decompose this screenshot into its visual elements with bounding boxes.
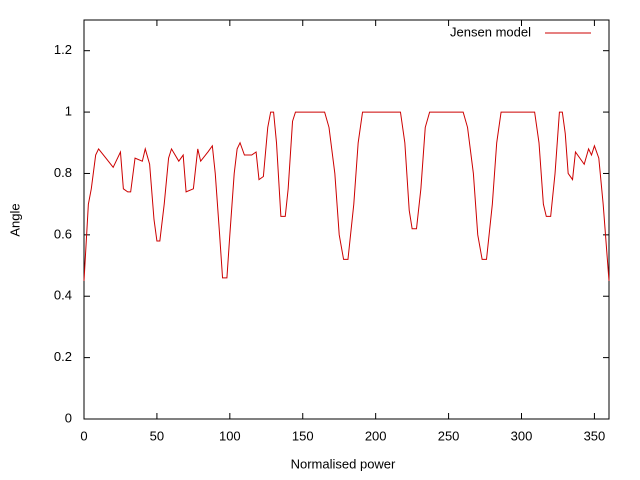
x-tick-label: 350 bbox=[584, 428, 606, 443]
y-axis-label: Angle bbox=[7, 203, 22, 236]
x-tick-label: 0 bbox=[80, 428, 87, 443]
legend-label: Jensen model bbox=[450, 24, 531, 39]
x-tick-label: 250 bbox=[438, 428, 460, 443]
y-tick-label: 1.2 bbox=[54, 42, 72, 57]
x-tick-label: 150 bbox=[292, 428, 314, 443]
x-tick-label: 300 bbox=[511, 428, 533, 443]
x-tick-label: 100 bbox=[219, 428, 241, 443]
x-axis-label: Normalised power bbox=[291, 456, 396, 471]
series-line bbox=[83, 111, 610, 281]
plot-border bbox=[83, 19, 610, 420]
y-tick-label: 0.8 bbox=[54, 165, 72, 180]
x-tick-label: 200 bbox=[365, 428, 387, 443]
y-tick-label: 0.2 bbox=[54, 349, 72, 364]
y-tick-label: 0 bbox=[65, 410, 72, 425]
y-tick-label: 1 bbox=[65, 104, 72, 119]
x-tick-label: 50 bbox=[150, 428, 164, 443]
y-tick-label: 0.6 bbox=[54, 226, 72, 241]
y-tick-label: 0.4 bbox=[54, 288, 72, 303]
